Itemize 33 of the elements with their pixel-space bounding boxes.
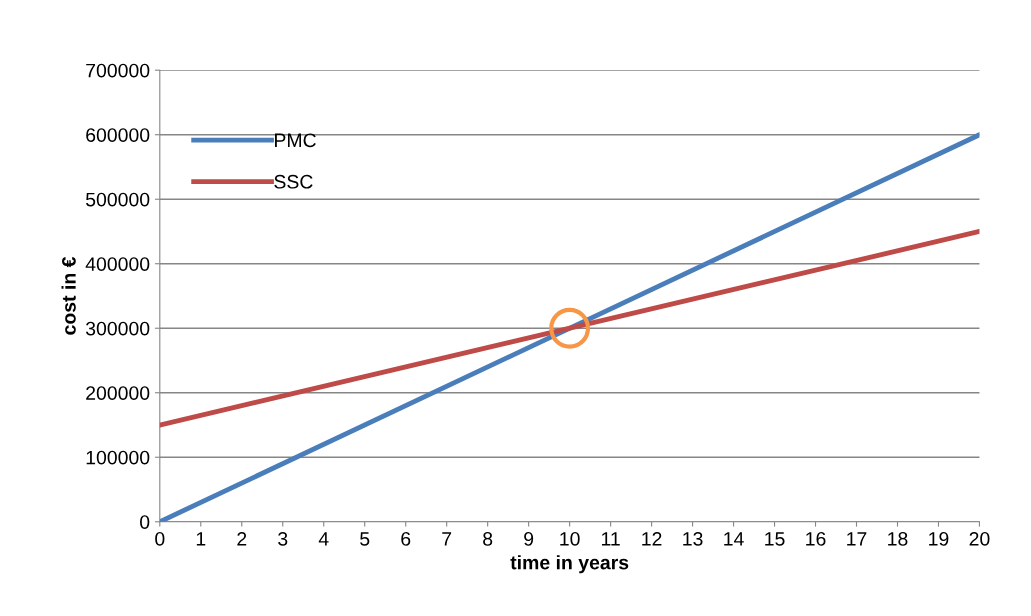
x-tick-label: 18 (888, 531, 908, 546)
legend-label: SSC (274, 174, 313, 189)
x-tick-label: 16 (806, 531, 826, 546)
x-tick-label: 5 (360, 532, 370, 546)
x-axis-title: time in years (510, 555, 629, 574)
x-tick-label: 7 (442, 532, 452, 546)
x-tick-label: 20 (969, 531, 990, 546)
x-tick-label: 0 (155, 531, 165, 546)
y-tick-label: 0 (140, 515, 150, 529)
x-tick-label: 6 (401, 531, 411, 546)
x-tick-label: 13 (683, 531, 703, 546)
y-axis-title: cost in € (61, 256, 76, 335)
y-tick-label: 300000 (85, 321, 150, 336)
y-tick-label: 600000 (86, 128, 150, 142)
x-tick-label: 9 (524, 531, 534, 546)
x-tick-label: 15 (765, 532, 785, 546)
x-tick-label: 12 (642, 531, 662, 546)
y-tick-label: 200000 (86, 386, 150, 400)
y-tick-label: 400000 (85, 257, 150, 271)
x-tick-label: 1 (196, 532, 206, 546)
x-tick-label: 4 (318, 532, 329, 546)
x-tick-label: 2 (237, 531, 247, 546)
y-tick-label: 100000 (86, 450, 150, 465)
y-tick-label: 500000 (85, 192, 150, 207)
x-tick-label: 14 (724, 532, 744, 546)
x-tick-label: 8 (483, 531, 493, 546)
y-tick-label: 700000 (86, 63, 150, 78)
x-tick-label: 19 (929, 531, 949, 546)
x-tick-label: 11 (602, 532, 620, 546)
x-tick-label: 3 (278, 531, 288, 546)
legend-label: PMC (275, 133, 316, 148)
x-tick-label: 10 (560, 531, 580, 546)
x-tick-label: 17 (847, 532, 867, 546)
